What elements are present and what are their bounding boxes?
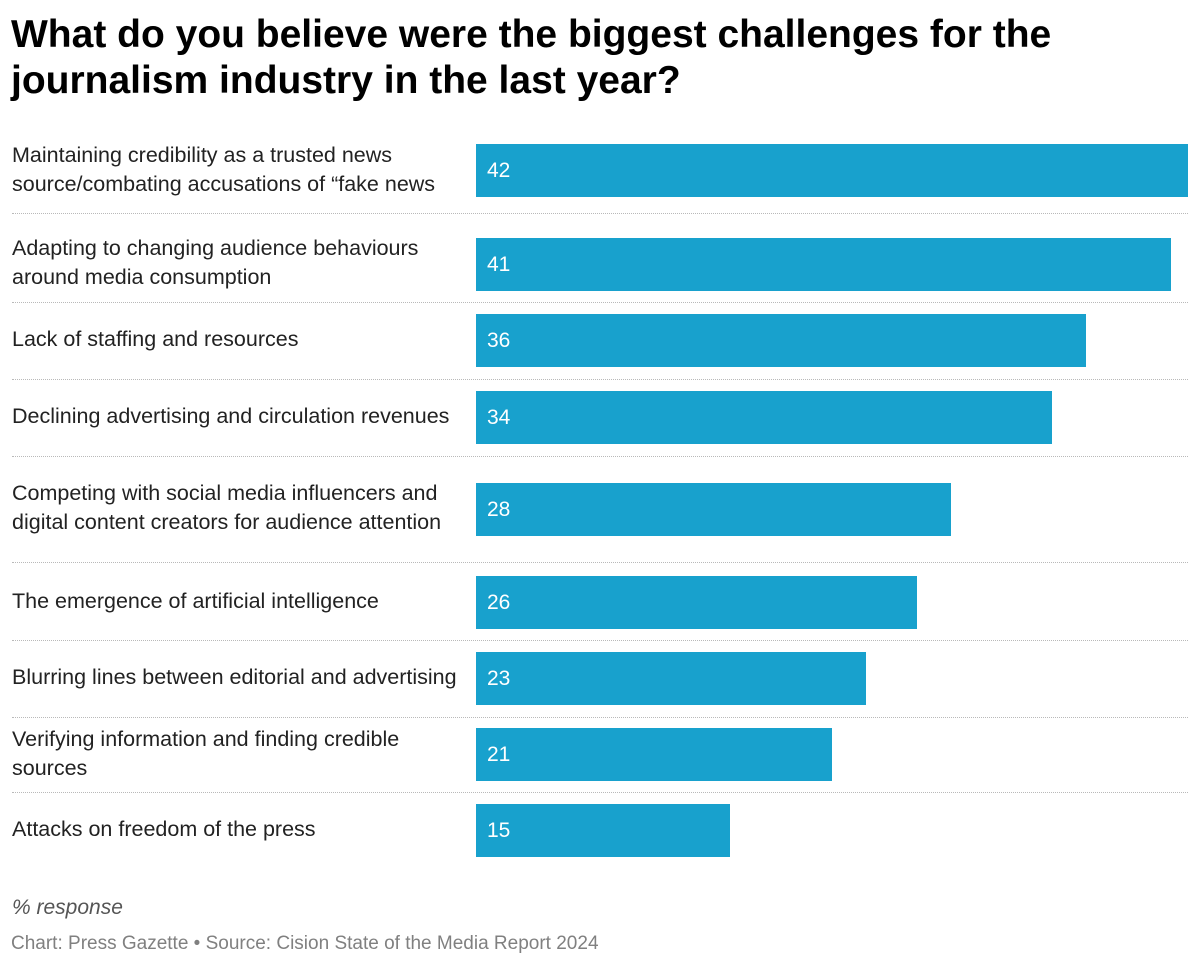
category-label: Adapting to changing audience behaviours… (12, 236, 419, 289)
bar-value-label: 34 (487, 406, 511, 429)
bar (476, 575, 917, 629)
row-separator (12, 717, 1188, 718)
bar-value-label: 21 (487, 743, 511, 766)
bar (476, 652, 866, 705)
category-label: Declining advertising and circulation re… (12, 404, 450, 428)
category-label: Lack of staffing and resources (12, 327, 299, 351)
bar-value-label: 41 (487, 252, 511, 276)
chart-title: What do you believe were the biggest cha… (11, 13, 1052, 102)
bar (476, 314, 1086, 367)
chart-notes: % response (12, 896, 123, 919)
row-separator (12, 792, 1188, 793)
bar-value-label: 15 (487, 818, 511, 842)
category-label: Blurring lines between editorial and adv… (12, 665, 457, 689)
bar-value-label: 26 (487, 590, 511, 614)
row-separator (12, 562, 1188, 563)
row-separator (12, 379, 1188, 380)
bar (476, 144, 1188, 197)
bar-value-label: 28 (487, 497, 511, 521)
category-label: Competing with social media influencers … (12, 481, 442, 534)
row-separator (12, 456, 1188, 457)
bar (476, 482, 951, 536)
category-label: Maintaining credibility as a trusted new… (12, 142, 436, 196)
row-separator (12, 302, 1188, 303)
category-label: The emergence of artificial intelligence (12, 588, 379, 613)
bar-value-label: 42 (487, 159, 511, 182)
bar (476, 237, 1171, 291)
bar (476, 803, 730, 857)
bar (476, 728, 832, 781)
row-separator (12, 213, 1188, 214)
chart-footer: Chart: Press Gazette • Source: Cision St… (11, 933, 599, 954)
bar (476, 391, 1052, 444)
category-label: Attacks on freedom of the press (12, 816, 316, 841)
bar-value-label: 23 (487, 667, 511, 690)
category-label: Verifying information and finding credib… (12, 726, 400, 780)
bar-value-label: 36 (487, 329, 511, 352)
row-separator (12, 640, 1188, 641)
